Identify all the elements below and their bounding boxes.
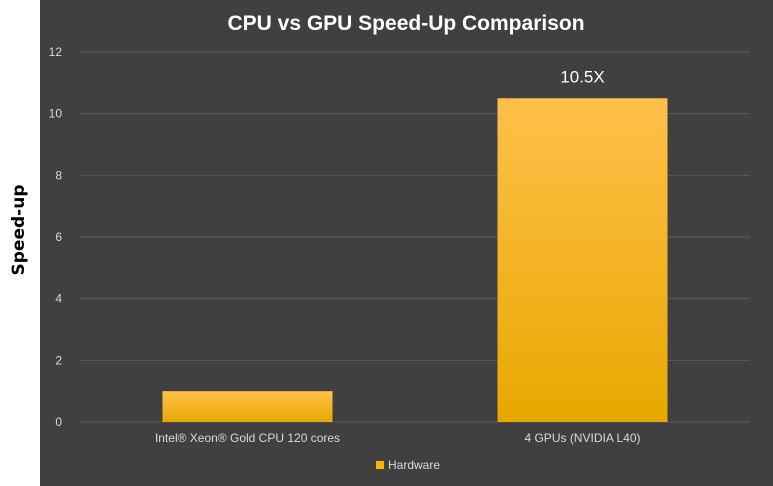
legend: Hardware xyxy=(376,458,440,472)
y-tick-label: 6 xyxy=(55,230,62,244)
x-tick-label: 4 GPUs (NVIDIA L40) xyxy=(524,431,640,445)
legend-label: Hardware xyxy=(388,458,440,472)
bar-chart: CPU vs GPU Speed-Up Comparison 0 2 4 6 8 10 12… xyxy=(40,0,773,486)
bar xyxy=(497,98,668,422)
chart-title: CPU vs GPU Speed-Up Comparison xyxy=(227,12,584,35)
legend-swatch xyxy=(376,461,384,469)
y-tick-label: 10 xyxy=(49,107,63,121)
data-label: 10.5X xyxy=(560,67,604,86)
y-tick-label: 12 xyxy=(49,45,63,59)
y-axis-ticks: 0 2 4 6 8 10 12 xyxy=(49,45,63,429)
x-axis-ticks: Intel® Xeon® Gold CPU 120 cores 4 GPUs (N… xyxy=(155,431,641,445)
y-axis-label: Speed-up xyxy=(9,184,29,276)
bars: 10.5X xyxy=(162,67,668,422)
x-tick-label: Intel® Xeon® Gold CPU 120 cores xyxy=(155,431,340,445)
y-tick-label: 0 xyxy=(55,415,62,429)
y-axis-label-area: Speed-up xyxy=(0,0,40,486)
bar xyxy=(162,391,333,422)
y-tick-label: 8 xyxy=(55,168,62,182)
y-tick-label: 2 xyxy=(55,353,62,367)
y-tick-label: 4 xyxy=(55,292,62,306)
chart-panel: CPU vs GPU Speed-Up Comparison 0 2 4 6 8 10 12… xyxy=(40,0,773,486)
